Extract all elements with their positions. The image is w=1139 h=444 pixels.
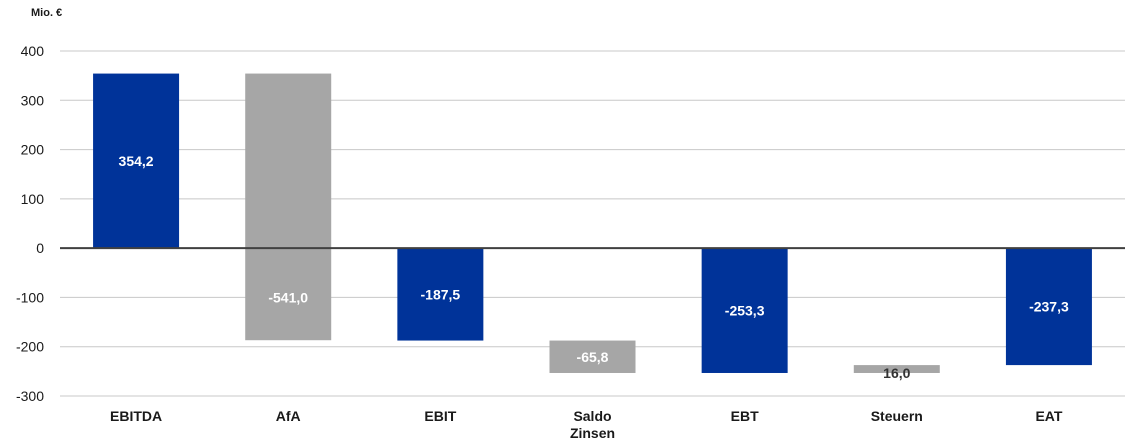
bar-steuern xyxy=(853,365,940,373)
bar-ebit xyxy=(397,248,484,341)
data-label: -187,5 xyxy=(421,286,461,302)
category-label: Steuern xyxy=(871,408,923,424)
bar-eat xyxy=(1005,248,1092,366)
y-tick-label: -100 xyxy=(16,289,44,305)
bar-afa xyxy=(245,73,332,341)
y-axis-unit-label: Mio. € xyxy=(31,7,62,19)
bar-saldo-zinsen xyxy=(549,340,636,373)
category-label: EBIT xyxy=(424,408,456,424)
bars xyxy=(93,73,1092,373)
category-label: EAT xyxy=(1035,408,1062,424)
y-tick-label: 100 xyxy=(21,191,45,207)
y-tick-label: -200 xyxy=(16,339,44,355)
data-label: -65,8 xyxy=(577,349,609,365)
y-axis-ticks: 400 300 200 100 0 -100 -200 -300 xyxy=(16,43,44,404)
y-tick-label: 0 xyxy=(36,240,44,256)
category-label: AfA xyxy=(276,408,301,424)
category-label: Saldo Zinsen xyxy=(570,408,615,441)
category-labels: EBITDA AfA EBIT Saldo Zinsen EBT Steuern EAT xyxy=(110,408,1063,441)
y-tick-label: -300 xyxy=(16,388,44,404)
data-labels: 354,2 -541,0 -187,5 -65,8 -253,3 16,0 -237,3 xyxy=(119,153,1069,381)
data-label: 16,0 xyxy=(883,365,910,381)
data-label: -253,3 xyxy=(725,303,765,319)
data-label: -541,0 xyxy=(268,289,308,305)
y-tick-label: 300 xyxy=(21,92,45,108)
bar-ebitda xyxy=(93,73,180,249)
data-label: 354,2 xyxy=(119,153,154,169)
category-label: EBT xyxy=(731,408,759,424)
y-tick-label: 200 xyxy=(21,142,45,158)
bar-ebt xyxy=(701,248,788,373)
y-tick-label: 400 xyxy=(21,43,45,59)
data-label: -237,3 xyxy=(1029,299,1069,315)
category-label: EBITDA xyxy=(110,408,162,424)
